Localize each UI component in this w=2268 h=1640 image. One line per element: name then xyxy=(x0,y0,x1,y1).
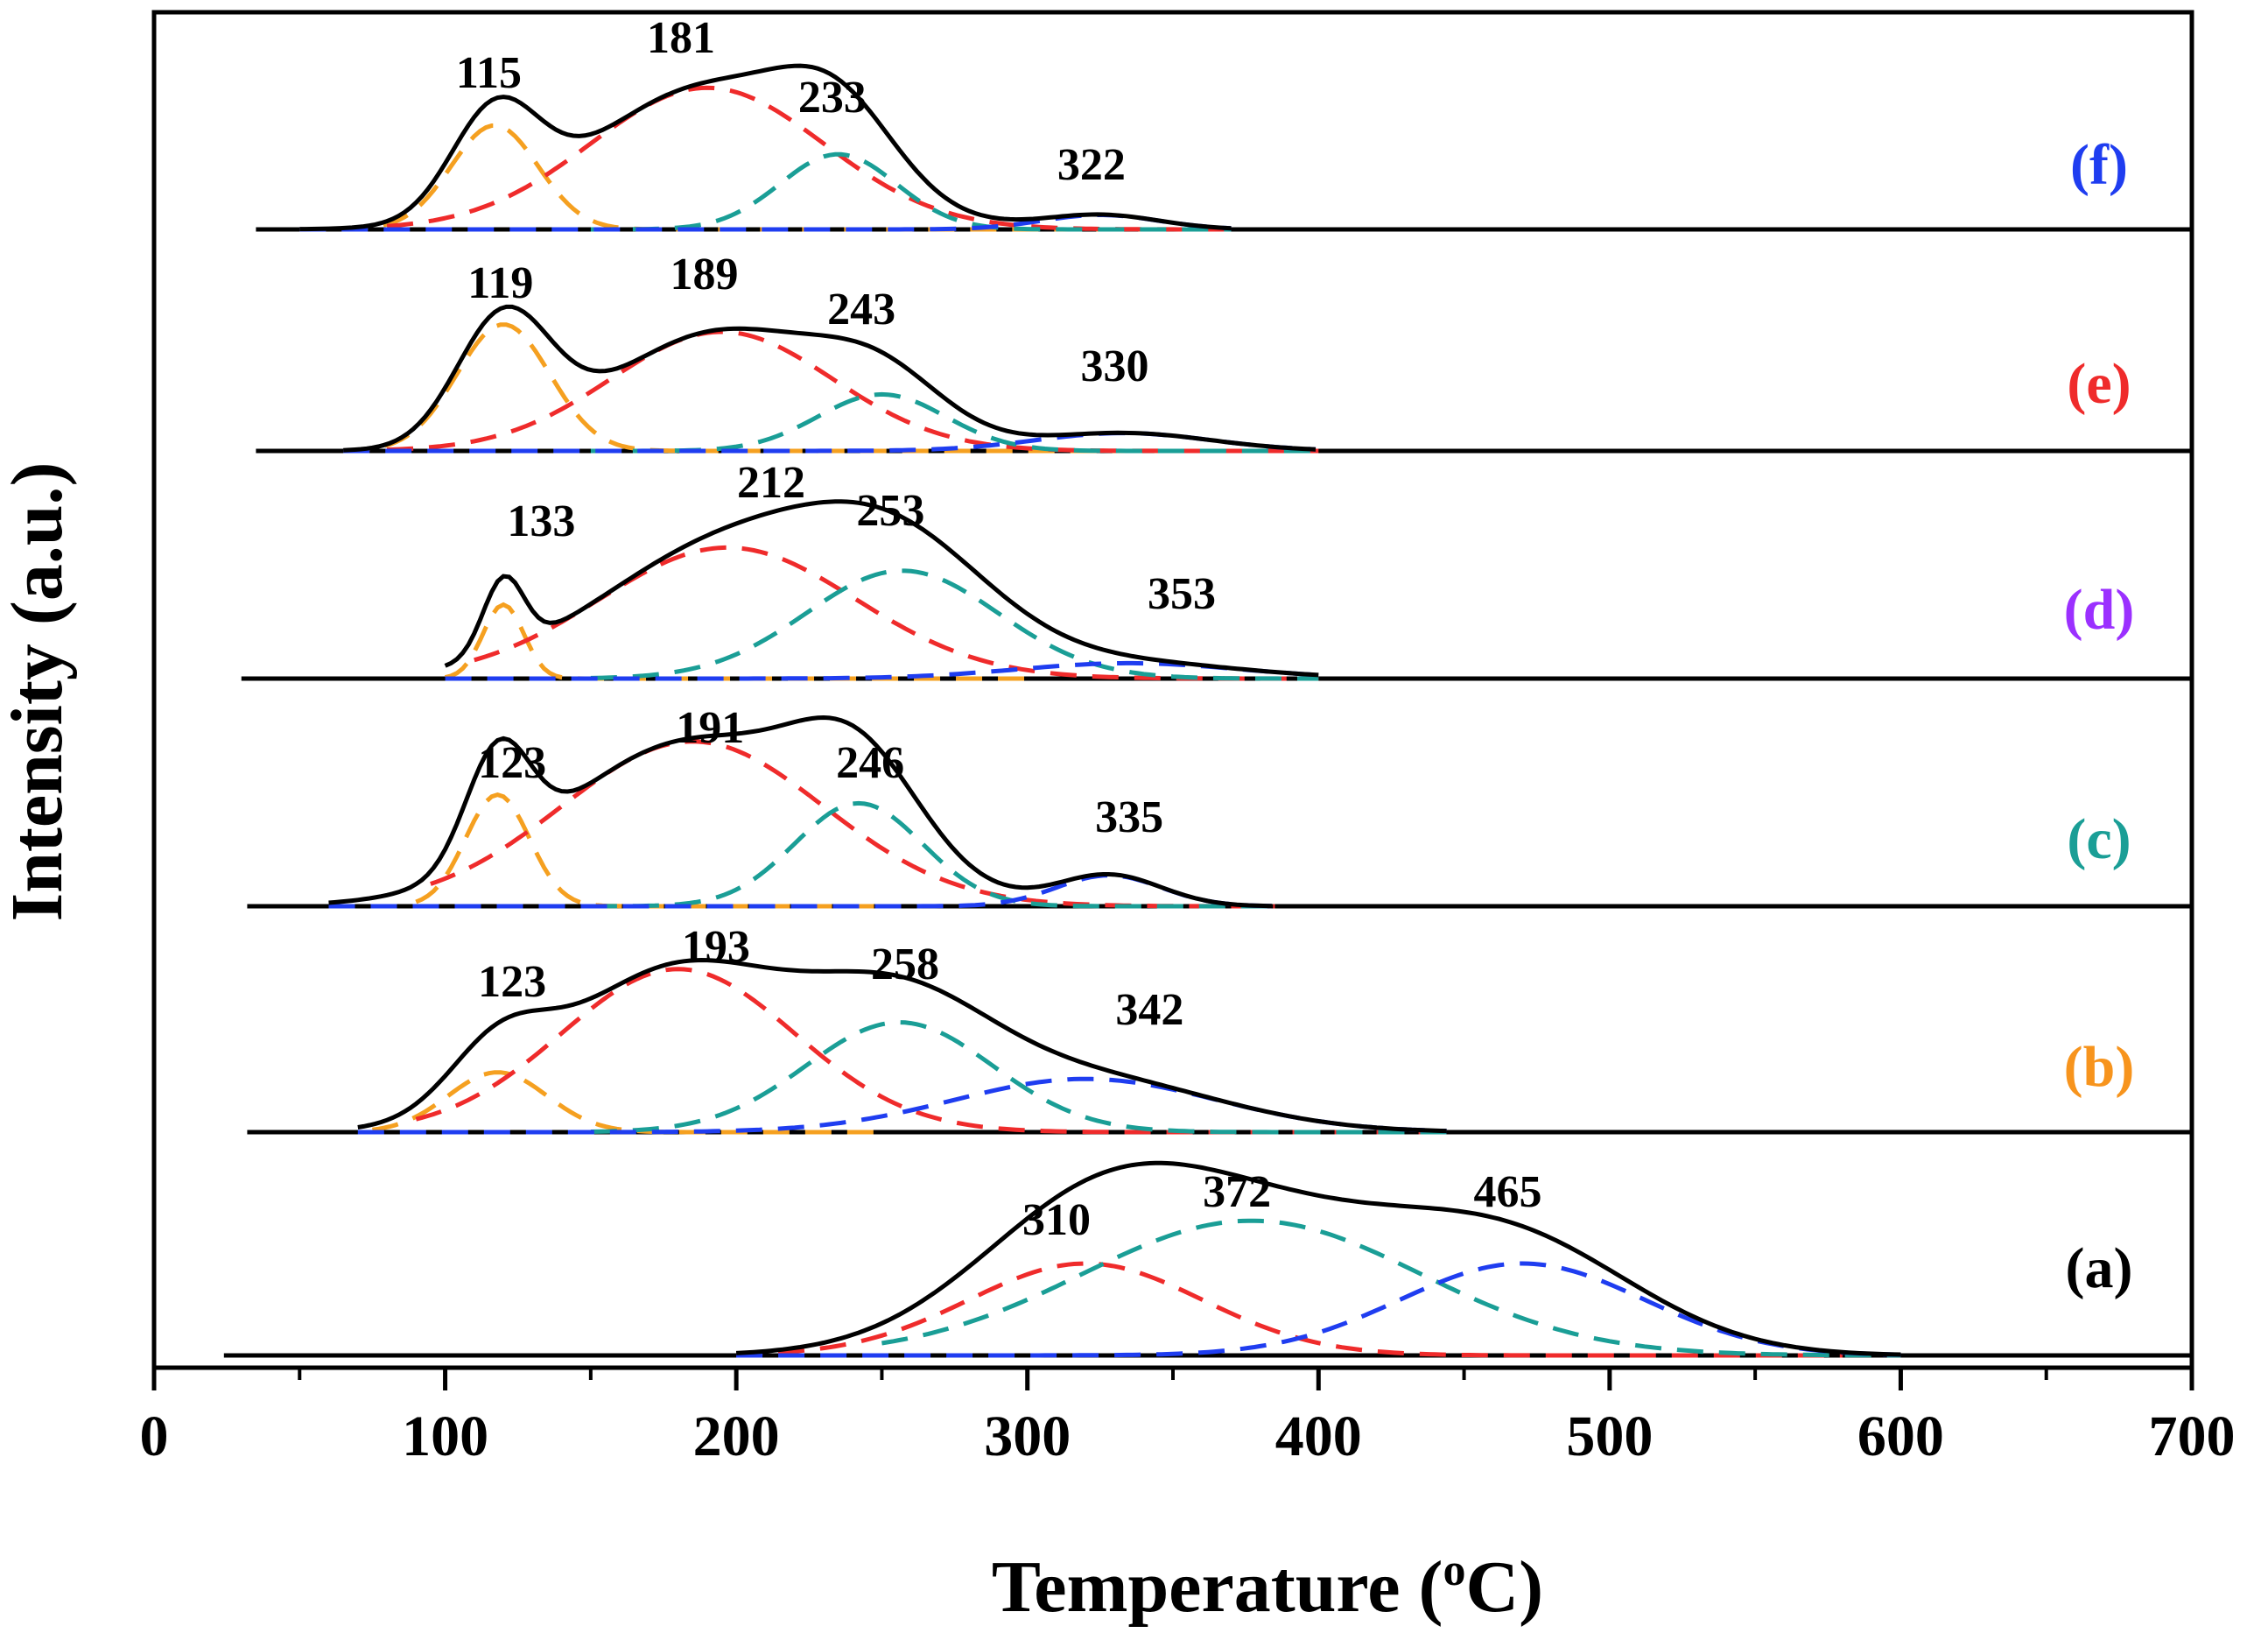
envelope-curve xyxy=(357,957,1447,1134)
peak-label: 193 xyxy=(682,922,750,972)
peak-label: 243 xyxy=(827,285,895,334)
peak-label: 233 xyxy=(798,73,867,123)
component-red-curve xyxy=(415,967,1447,1135)
curve-label: (c) xyxy=(2067,807,2131,871)
peak-label: 115 xyxy=(456,48,522,98)
series-0: 310 372 465 (a) xyxy=(223,1160,2192,1358)
component-orange-curve xyxy=(372,1070,880,1135)
component-red-curve xyxy=(430,739,1275,909)
series-1: 123 193 258 342 (b) xyxy=(247,922,2192,1135)
peak-label: 123 xyxy=(478,957,546,1007)
envelope-curve xyxy=(444,499,1319,678)
component-orange-curve xyxy=(444,602,1028,681)
envelope-curve xyxy=(328,714,1273,909)
component-teal-curve xyxy=(590,1020,1447,1135)
x-tick-label: 300 xyxy=(984,1404,1071,1468)
plot-area: 310 372 465 (a) 123 193 258 342 (b) 123 191 246 335 (… xyxy=(151,10,2194,1370)
component-red-curve xyxy=(736,1261,1843,1358)
peak-label: 330 xyxy=(1080,341,1148,391)
component-orange-curve xyxy=(415,792,882,909)
peak-label: 212 xyxy=(737,458,805,508)
x-axis-title: Temperature (oC) xyxy=(992,1545,1543,1628)
x-axis: 0 100 200 300 400 500 600 700 xyxy=(140,1368,2236,1468)
peak-label: 133 xyxy=(507,496,575,546)
x-tick-label: 600 xyxy=(1857,1404,1944,1468)
component-teal-curve xyxy=(881,1218,1901,1358)
peak-label: 372 xyxy=(1203,1167,1271,1217)
peak-label: 310 xyxy=(1022,1195,1091,1245)
component-teal-curve xyxy=(590,151,1232,232)
x-tick-label: 500 xyxy=(1566,1404,1653,1468)
component-blue-curve xyxy=(328,873,1273,909)
curve-label: (a) xyxy=(2066,1236,2133,1300)
component-red-curve xyxy=(387,329,1319,454)
curve-label: (b) xyxy=(2064,1035,2135,1099)
component-blue-curve xyxy=(736,1261,1901,1358)
peak-label: 189 xyxy=(671,250,739,299)
curve-label: (d) xyxy=(2064,578,2135,642)
envelope-curve xyxy=(343,304,1317,453)
x-tick-label: 200 xyxy=(693,1404,780,1468)
peak-label: 253 xyxy=(856,486,924,536)
peak-label: 191 xyxy=(676,703,744,753)
series-5: 115 181 233 322 (f) xyxy=(256,13,2192,232)
component-orange-curve xyxy=(343,322,1316,454)
x-tick-label: 400 xyxy=(1275,1404,1362,1468)
component-teal-curve xyxy=(590,800,1273,909)
peak-label: 123 xyxy=(478,738,546,788)
envelope-curve xyxy=(735,1160,1901,1357)
peak-label: 322 xyxy=(1057,140,1126,190)
series-4: 119 189 243 330 (e) xyxy=(256,250,2192,454)
series-2: 123 191 246 335 (c) xyxy=(247,703,2192,909)
peak-label: 181 xyxy=(647,13,715,63)
component-red-curve xyxy=(386,85,1232,232)
peak-label: 465 xyxy=(1473,1167,1541,1217)
peak-label: 335 xyxy=(1095,792,1163,842)
peak-label: 258 xyxy=(871,940,939,989)
component-teal-curve xyxy=(590,391,1319,454)
curve-label: (e) xyxy=(2067,352,2131,416)
series-layer: 310 372 465 (a) 123 193 258 342 (b) 123 191 246 335 (… xyxy=(223,13,2192,1358)
peak-label: 119 xyxy=(467,258,533,308)
peak-label: 246 xyxy=(836,738,904,788)
x-axis-title-main: Temperature ( xyxy=(992,1546,1443,1628)
component-blue-curve xyxy=(445,660,1319,681)
envelope-curve xyxy=(299,63,1232,232)
curve-label: (f) xyxy=(2070,133,2128,197)
component-blue-curve xyxy=(357,1076,1447,1135)
y-axis-title: Intensity (a.u.) xyxy=(0,461,78,921)
x-tick-label: 100 xyxy=(402,1404,488,1468)
peak-label: 353 xyxy=(1148,569,1216,619)
x-axis-title-unit: C) xyxy=(1465,1546,1543,1628)
series-3: 133 212 253 353 (d) xyxy=(241,458,2192,681)
x-tick-label: 0 xyxy=(140,1404,169,1468)
component-teal-curve xyxy=(590,568,1319,681)
x-axis-title-degree: o xyxy=(1443,1545,1465,1595)
x-tick-label: 700 xyxy=(2149,1404,2236,1468)
peak-label: 342 xyxy=(1115,985,1183,1035)
